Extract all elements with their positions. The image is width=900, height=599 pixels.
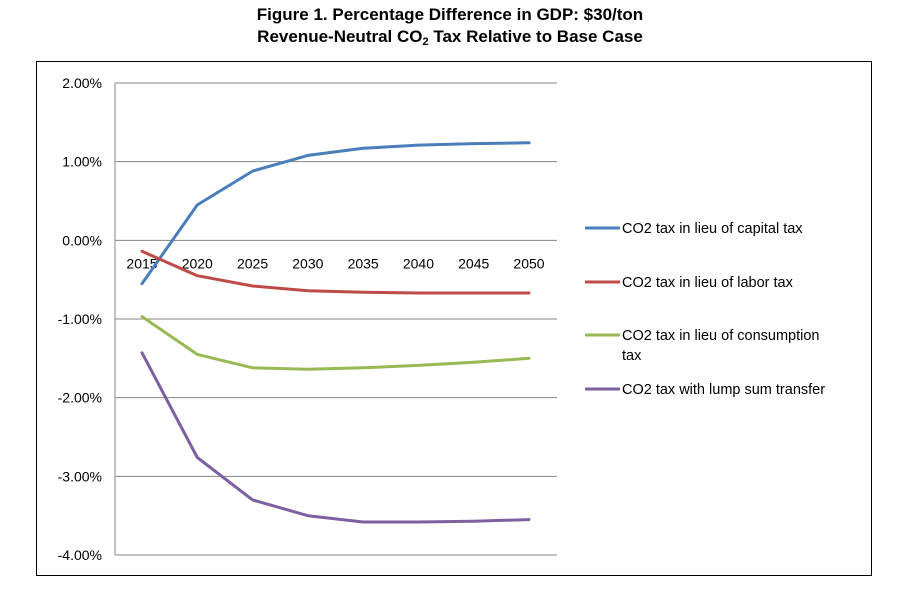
series-line	[140, 315, 531, 371]
legend: CO2 tax in lieu of capital tax CO2 tax in…	[585, 221, 825, 398]
series-lines	[140, 141, 531, 524]
x-axis: 2015 2020 2025 2030 2035 2040 2045 2050	[115, 239, 557, 271]
legend-label: tax	[622, 348, 642, 364]
legend-label: CO2 tax with lump sum transfer	[622, 382, 825, 398]
x-tick-label: 2040	[403, 255, 434, 271]
legend-label: CO2 tax in lieu of labor tax	[622, 275, 794, 291]
y-axis-ticks: 2.00% 1.00% 0.00% -1.00% -2.00% -3.00% -4.00%	[58, 75, 102, 563]
y-tick-label: 0.00%	[62, 232, 102, 248]
series-line	[140, 351, 531, 524]
chart-frame	[36, 61, 872, 576]
title-subscript: 2	[422, 36, 429, 48]
x-tick-label: 2045	[458, 255, 489, 271]
x-tick-label: 2035	[348, 255, 379, 271]
legend-label: CO2 tax in lieu of consumption	[622, 328, 819, 344]
legend-label: CO2 tax in lieu of capital tax	[622, 221, 803, 237]
y-tick-label: -2.00%	[58, 390, 102, 406]
title-suffix: Tax Relative to Base Case	[428, 27, 643, 46]
title-prefix: Revenue-Neutral CO	[257, 27, 423, 46]
series-line	[140, 249, 531, 295]
y-tick-label: 2.00%	[62, 75, 102, 91]
series-line	[140, 141, 531, 286]
x-tick-label: 2015	[126, 255, 157, 271]
x-tick-label: 2025	[237, 255, 268, 271]
y-tick-label: -4.00%	[58, 547, 102, 563]
y-tick-label: -3.00%	[58, 468, 102, 484]
x-tick-label: 2030	[292, 255, 323, 271]
x-tick-label: 2020	[182, 255, 213, 271]
chart-title-line1: Figure 1. Percentage Difference in GDP: …	[256, 5, 644, 24]
chart-title-line2: Revenue-Neutral CO2 Tax Relative to Base…	[0, 26, 900, 53]
x-tick-label: 2050	[513, 255, 544, 271]
gridlines	[114, 82, 557, 556]
y-tick-label: -1.00%	[58, 311, 102, 327]
y-tick-label: 1.00%	[62, 154, 102, 170]
